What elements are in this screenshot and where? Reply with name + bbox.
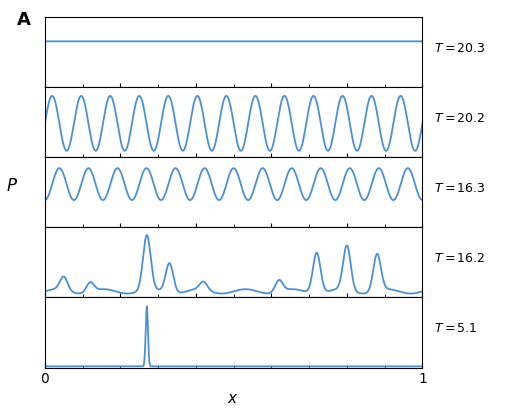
Text: $T = 5.1$: $T = 5.1$ (433, 323, 477, 335)
Text: $x$: $x$ (227, 391, 238, 406)
Text: $T = 20.2$: $T = 20.2$ (433, 112, 485, 125)
Text: $T = 16.3$: $T = 16.3$ (433, 182, 486, 195)
Text: $P$: $P$ (6, 177, 17, 195)
Text: $T = 16.2$: $T = 16.2$ (433, 252, 485, 265)
Text: $T = 20.3$: $T = 20.3$ (433, 42, 486, 55)
Text: A: A (16, 11, 31, 29)
